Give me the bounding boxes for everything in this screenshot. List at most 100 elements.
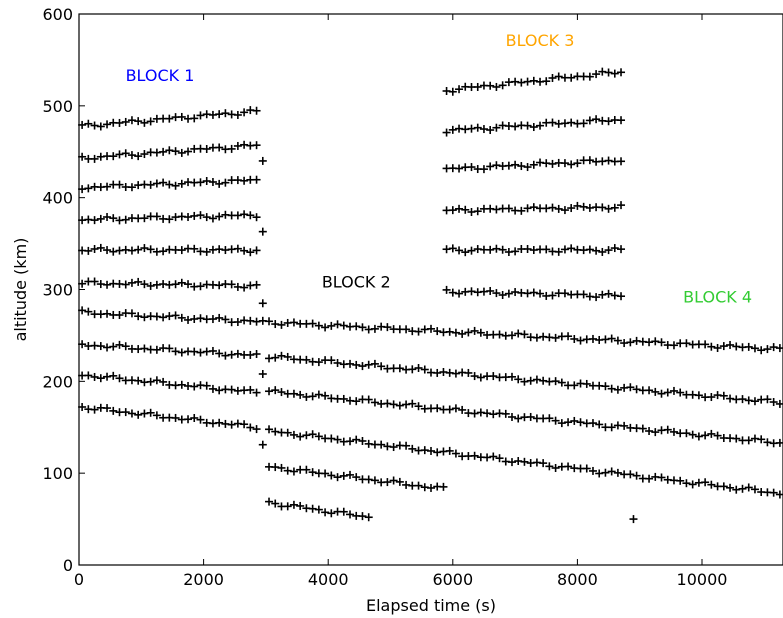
data-point: [564, 418, 573, 427]
data-point: [258, 440, 267, 449]
data-point: [442, 128, 451, 137]
data-point: [536, 289, 545, 298]
data-point: [283, 428, 292, 437]
data-point: [707, 429, 716, 438]
data-point: [121, 342, 130, 351]
data-point: [529, 76, 538, 85]
data-point: [492, 244, 501, 253]
data-point: [190, 413, 199, 422]
data-point: [514, 375, 523, 384]
data-point: [146, 117, 155, 126]
data-point: [370, 324, 379, 333]
data-point: [84, 371, 93, 380]
data-point: [103, 280, 112, 289]
data-point: [177, 380, 186, 389]
data-point: [127, 309, 136, 318]
data-point: [682, 339, 691, 348]
data-point: [604, 289, 613, 298]
data-point: [321, 469, 330, 478]
data-point: [651, 428, 660, 437]
data-point: [744, 342, 753, 351]
data-point: [420, 446, 429, 455]
x-tick-label: 8000: [557, 570, 598, 589]
data-point: [744, 436, 753, 445]
data-point: [489, 452, 498, 461]
data-point: [152, 312, 161, 321]
data-point: [713, 431, 722, 440]
data-point: [115, 340, 124, 349]
data-point: [352, 397, 361, 406]
data-point: [451, 328, 460, 337]
data-point: [215, 349, 224, 358]
data-point: [632, 471, 641, 480]
data-point: [470, 326, 479, 335]
data-point: [448, 244, 457, 253]
data-point: [358, 512, 367, 521]
data-point: [451, 449, 460, 458]
data-point: [215, 313, 224, 322]
data-point: [377, 362, 386, 371]
data-point: [252, 317, 261, 326]
data-point: [514, 414, 523, 423]
data-point: [389, 476, 398, 485]
data-point: [520, 330, 529, 339]
data-point: [202, 247, 211, 256]
data-point: [115, 118, 124, 127]
x-tick-label: 2000: [183, 570, 224, 589]
data-point: [567, 118, 576, 127]
data-point: [339, 321, 348, 330]
data-point: [121, 408, 130, 417]
data-point: [395, 477, 404, 486]
data-point: [645, 338, 654, 347]
data-point: [283, 502, 292, 511]
data-point: [233, 318, 242, 327]
data-point: [171, 413, 180, 422]
data-point: [532, 333, 541, 342]
data-point: [517, 162, 526, 171]
data-point: [738, 484, 747, 493]
data-point: [573, 201, 582, 210]
data-point: [719, 391, 728, 400]
data-point: [90, 405, 99, 414]
data-point: [109, 342, 118, 351]
data-point: [146, 408, 155, 417]
data-point: [165, 180, 174, 189]
data-point: [657, 389, 666, 398]
data-point: [676, 476, 685, 485]
data-point: [370, 398, 379, 407]
data-point: [750, 485, 759, 494]
data-point: [476, 328, 485, 337]
data-point: [240, 210, 249, 219]
data-point: [511, 160, 520, 169]
data-point: [486, 81, 495, 90]
data-point: [486, 162, 495, 171]
data-point: [763, 395, 772, 404]
data-point: [84, 246, 93, 255]
data-point: [757, 346, 766, 355]
data-point: [84, 307, 93, 316]
data-point: [103, 246, 112, 255]
data-point: [159, 147, 168, 156]
data-point: [103, 343, 112, 352]
data-point: [346, 437, 355, 446]
data-point: [402, 441, 411, 450]
data-point: [121, 215, 130, 224]
data-point: [604, 68, 613, 77]
data-point: [592, 293, 601, 302]
data-point: [233, 211, 242, 220]
data-point: [140, 344, 149, 353]
data-point: [448, 206, 457, 215]
data-point: [473, 207, 482, 216]
data-point: [769, 398, 778, 407]
data-point: [492, 289, 501, 298]
data-point: [585, 156, 594, 165]
data-point: [470, 372, 479, 381]
data-point: [184, 213, 193, 222]
data-point: [208, 177, 217, 186]
data-point: [308, 392, 317, 401]
data-point: [567, 160, 576, 169]
data-point: [585, 72, 594, 81]
data-point: [314, 321, 323, 330]
data-point: [389, 443, 398, 452]
data-point: [744, 483, 753, 492]
